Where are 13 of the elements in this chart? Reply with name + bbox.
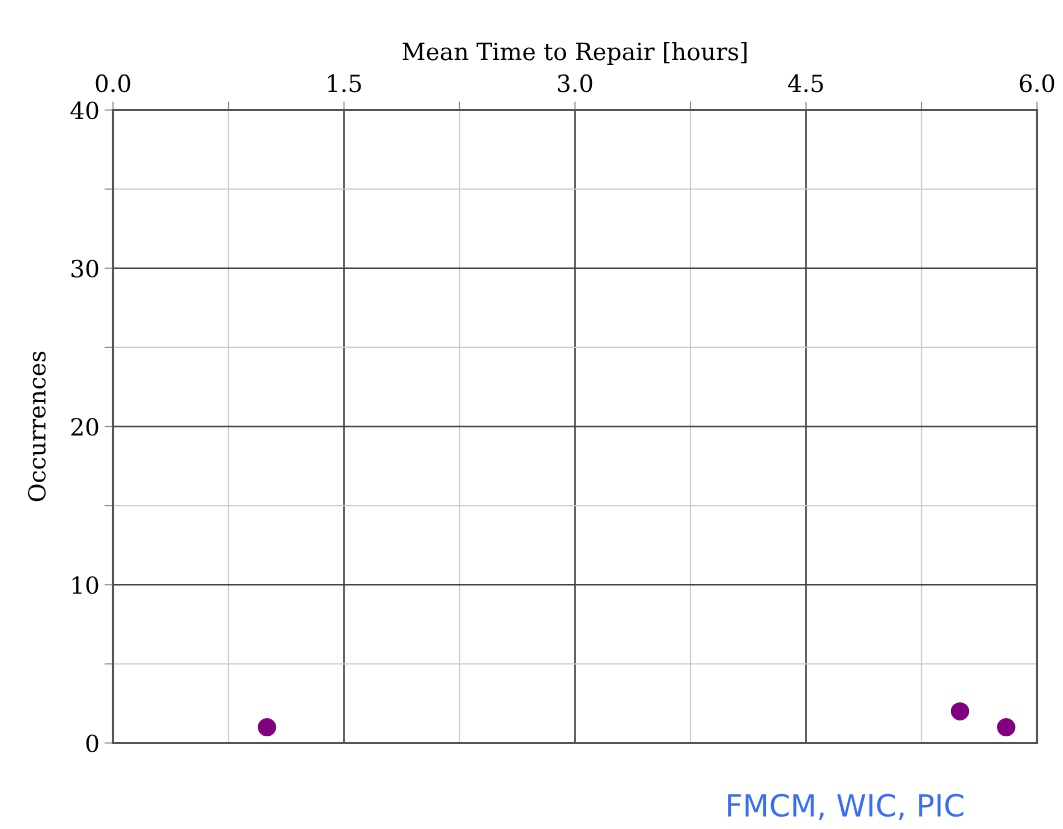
x-tick-label: 6.0 <box>1019 74 1055 93</box>
y-tick-label: 0 <box>86 734 99 753</box>
x-tick-label: 0.0 <box>95 74 131 93</box>
x-tick-label: 3.0 <box>558 74 593 93</box>
y-tick-label: 30 <box>71 259 99 278</box>
x-tick-label: 4.5 <box>787 74 823 93</box>
text: FMCM, WIC, PIC <box>728 793 964 820</box>
y-tick-label: 40 <box>70 101 99 120</box>
y-tick-label: 20 <box>71 417 99 436</box>
x-tick-label: 1.5 <box>328 74 361 93</box>
y-tick-label: 10 <box>72 576 99 595</box>
y-axis-title: Occurrences <box>27 351 46 502</box>
x-axis-title: Mean Time to Repair [hours] <box>402 42 747 65</box>
